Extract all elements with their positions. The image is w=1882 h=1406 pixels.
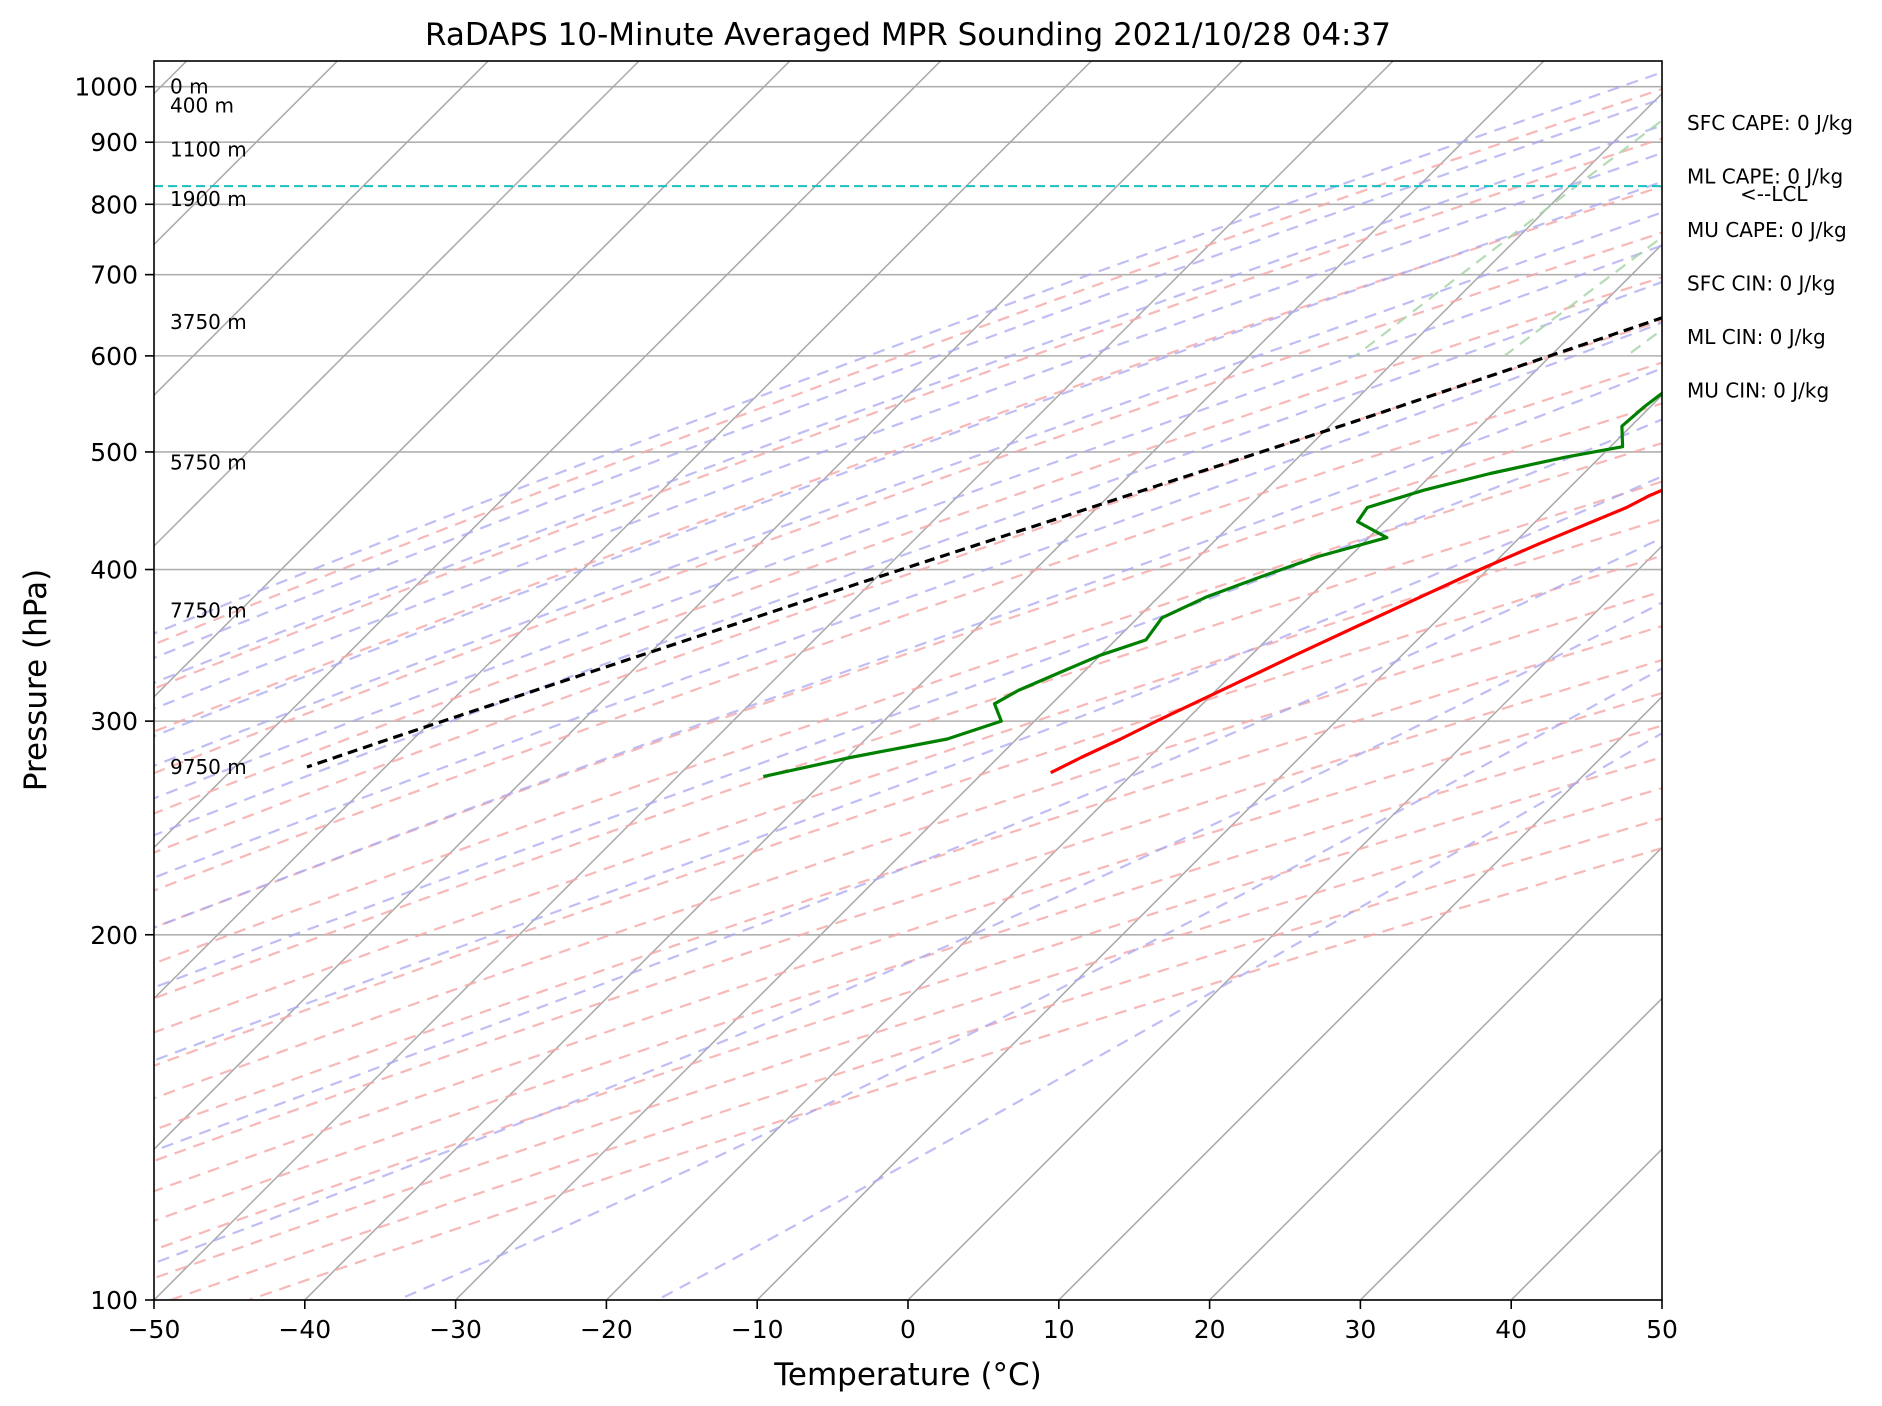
- isotherm-line: [907, 544, 1662, 1300]
- dry-adiabat: [154, 692, 1662, 1193]
- y-tick-label: 800: [90, 190, 138, 219]
- isotherm-line: [154, 61, 791, 698]
- mixing-ratio-line: [1503, 235, 1662, 357]
- isotherm-line: [154, 61, 640, 548]
- height-label: 5750 m: [170, 451, 247, 475]
- height-label: 400 m: [170, 93, 234, 117]
- moist-adiabat: [397, 667, 1662, 1300]
- x-tick-label: −30: [429, 1315, 482, 1344]
- isotherm-line: [1209, 846, 1662, 1300]
- x-tick-label: 30: [1344, 1315, 1376, 1344]
- x-tick-label: 10: [1043, 1315, 1075, 1344]
- dry-adiabat: [154, 554, 1662, 1067]
- dry-adiabat: [154, 361, 1662, 892]
- isotherm-line: [154, 61, 489, 397]
- mixing-ratio-line: [1354, 119, 1662, 357]
- y-tick-label: 900: [90, 128, 138, 157]
- x-tick-label: 40: [1495, 1315, 1527, 1344]
- dry-adiabat: [154, 185, 1662, 733]
- x-axis-label: Temperature (°C): [773, 1357, 1042, 1393]
- y-tick-label: 700: [90, 261, 138, 290]
- plot-area: [154, 61, 1882, 1300]
- moist-adiabat: [154, 601, 1662, 1265]
- y-tick-label: 100: [90, 1286, 138, 1315]
- x-tick-label: 50: [1646, 1315, 1678, 1344]
- isotherm-line: [154, 61, 942, 849]
- isotherm-line: [154, 61, 1092, 1000]
- stability-param: SFC CIN: 0 J/kg: [1687, 272, 1835, 296]
- x-tick-label: −40: [278, 1315, 331, 1344]
- isotherm-line: [154, 61, 1394, 1300]
- isotherm-line: [304, 61, 1545, 1300]
- dry-adiabat: [154, 276, 1662, 815]
- stability-param: MU CIN: 0 J/kg: [1687, 379, 1829, 403]
- moist-adiabat: [154, 151, 1662, 710]
- dry-adiabat: [154, 137, 1662, 690]
- moist-adiabat: [154, 97, 1662, 660]
- isotherm-line: [1661, 1298, 1662, 1300]
- y-tick-label: 1000: [74, 73, 138, 102]
- height-label: 1100 m: [170, 137, 247, 161]
- dry-adiabat: [154, 786, 1662, 1280]
- chart-title: RaDAPS 10-Minute Averaged MPR Sounding 2…: [425, 17, 1391, 53]
- moist-adiabat: [154, 124, 1662, 684]
- axes: −50 −40 −30 −20 −10 0 10 20 30 40 50 100 200 300 400 50…: [74, 73, 1678, 1344]
- mixing-ratio-line: [1625, 328, 1662, 357]
- moist-adiabat: [154, 475, 1662, 1062]
- mixing-ratio-line: [1758, 61, 1882, 356]
- isotherm-line: [1058, 695, 1662, 1300]
- y-tick-label: 400: [90, 556, 138, 585]
- dry-adiabat: [154, 87, 1662, 646]
- dry-adiabat: [154, 624, 1662, 1132]
- moist-adiabat: [154, 180, 1662, 738]
- moist-adiabat: [154, 367, 1662, 929]
- mixing-ratio-line: [1871, 61, 1882, 356]
- y-tick-label: 600: [90, 342, 138, 371]
- x-tick-label: −20: [580, 1315, 633, 1344]
- stability-param: MU CAPE: 0 J/kg: [1687, 218, 1847, 242]
- x-tick-label: −10: [731, 1315, 784, 1344]
- stability-param: SFC CAPE: 0 J/kg: [1687, 111, 1853, 135]
- isotherm-line: [1359, 997, 1662, 1300]
- parcel-profile: [306, 316, 1662, 769]
- dry-adiabat: [154, 231, 1662, 775]
- dry-adiabat: [154, 518, 1662, 1034]
- stability-param: ML CAPE: 0 J/kg: [1687, 165, 1843, 189]
- height-label: 1900 m: [170, 187, 247, 211]
- height-label: 7750 m: [170, 599, 247, 623]
- y-axis-label: Pressure (hPa): [18, 569, 54, 791]
- lcl-label: <--LCL: [1740, 182, 1808, 206]
- annotations: 9750 m 7750 m 5750 m 3750 m 1900 m 1100 m 400 …: [170, 75, 1853, 779]
- height-label: 0 m: [170, 75, 209, 99]
- moist-adiabat: [154, 71, 1662, 635]
- isotherm-line: [605, 243, 1662, 1300]
- dry-adiabat: [154, 319, 1662, 854]
- isotherm-line: [154, 61, 1243, 1151]
- dewpoint-profile: [762, 391, 1662, 779]
- height-label: 9750 m: [170, 755, 247, 779]
- height-label: 3750 m: [170, 310, 247, 334]
- x-tick-label: 0: [900, 1315, 916, 1344]
- dry-adiabat: [154, 756, 1662, 1251]
- x-tick-label: −50: [128, 1315, 181, 1344]
- moist-adiabat: [154, 280, 1662, 837]
- temperature-profile: [1049, 488, 1662, 775]
- isotherm-line: [455, 92, 1662, 1300]
- stability-param: ML CIN: 0 J/kg: [1687, 325, 1826, 349]
- y-tick-label: 500: [90, 438, 138, 467]
- plot-background: [154, 61, 1662, 1300]
- moist-adiabat: [154, 321, 1662, 879]
- isotherm-line: [1813, 61, 1882, 1300]
- dry-adiabat: [154, 441, 1662, 965]
- y-tick-label: 300: [90, 707, 138, 736]
- y-tick-label: 200: [90, 921, 138, 950]
- x-tick-label: 20: [1194, 1315, 1226, 1344]
